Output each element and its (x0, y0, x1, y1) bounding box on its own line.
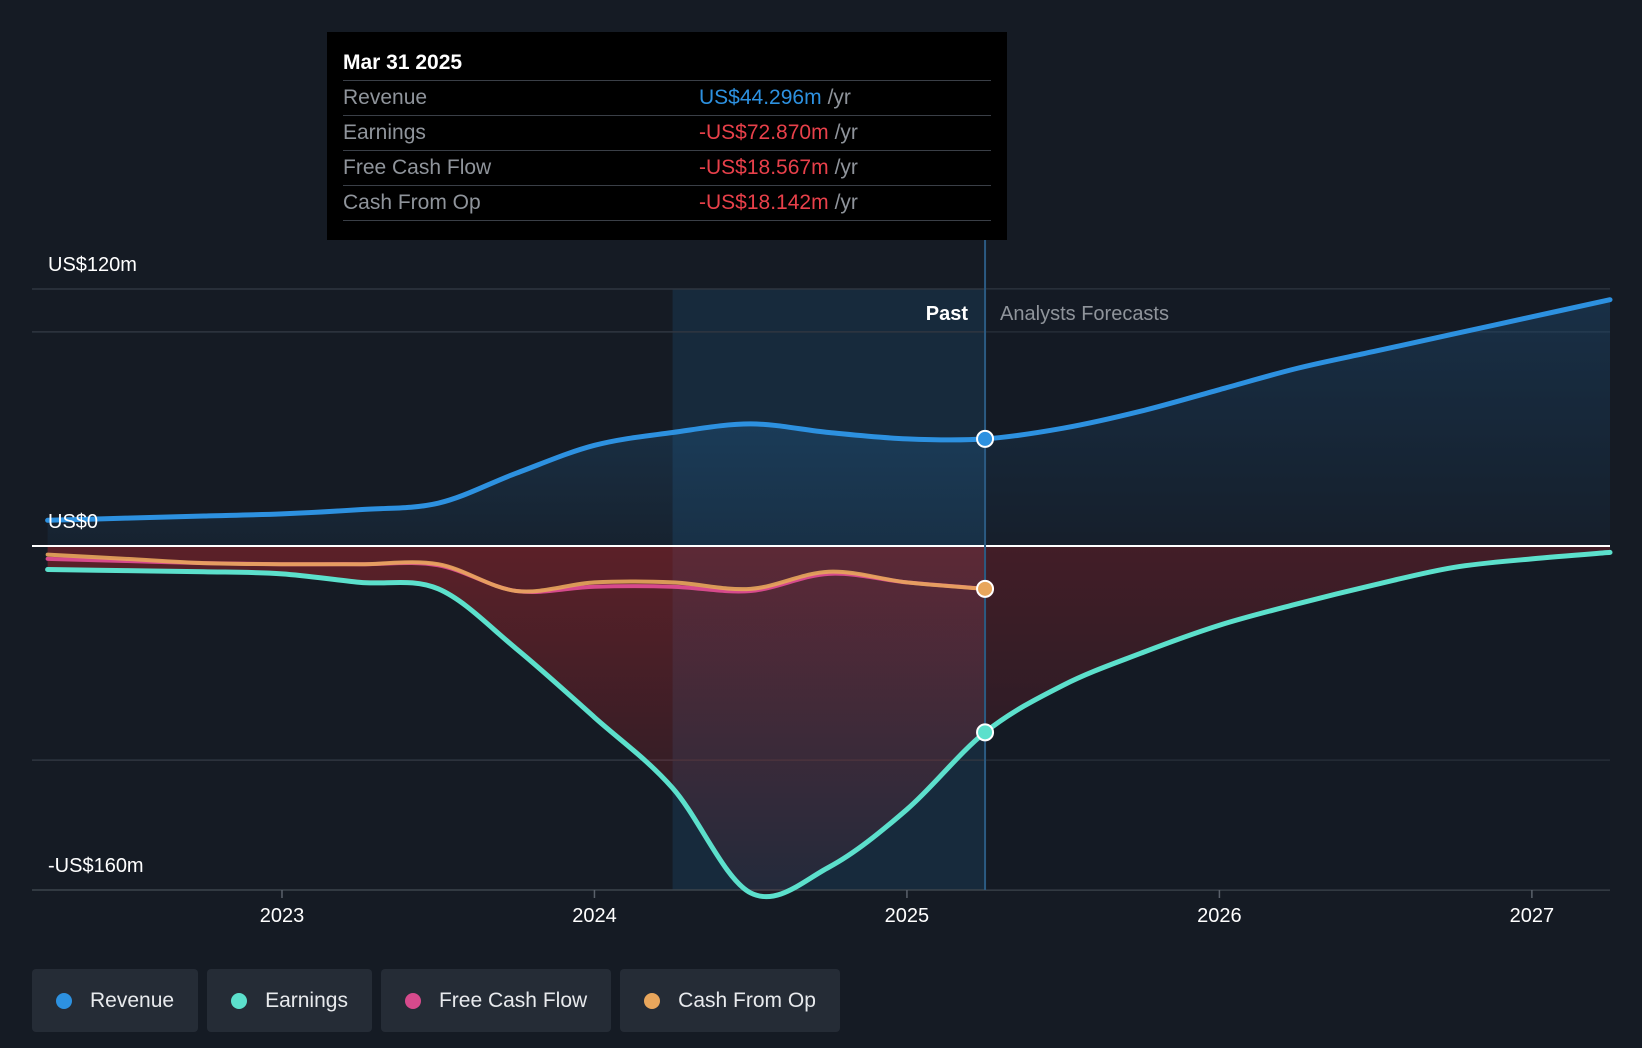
legend-dot-icon (56, 992, 72, 1009)
x-tick-label: 2027 (1510, 905, 1555, 927)
x-tick-label: 2026 (1197, 905, 1242, 927)
tooltip-unit: /yr (834, 121, 858, 144)
legend-label: Earnings (265, 988, 348, 1012)
earnings-line (45, 549, 1613, 900)
tooltip-label: Cash From Op (343, 191, 481, 214)
tooltip-value: -US$18.567m (699, 156, 829, 179)
cash-from-op-marker (976, 579, 995, 598)
legend-label: Revenue (90, 988, 175, 1012)
tooltip-value: US$44.296m (699, 86, 822, 109)
legend-item-earnings[interactable]: Earnings (207, 969, 372, 1032)
legend-item-free-cash-flow[interactable]: Free Cash Flow (380, 969, 612, 1032)
x-tick-label: 2025 (885, 905, 930, 927)
tooltip-value: -US$72.870m (699, 121, 829, 144)
cash-from-op-line (45, 552, 988, 594)
tooltip-label: Free Cash Flow (343, 156, 492, 179)
tooltip-value: -US$18.142m (699, 191, 829, 214)
legend-dot-icon (404, 992, 421, 1009)
tooltip-row-cash-from-op: Cash From Op -US$18.142m /yr (343, 185, 991, 221)
y-tick-label: -US$160m (48, 855, 144, 877)
legend: Revenue Earnings Free Cash Flow Cash Fro… (32, 969, 840, 1032)
tooltip-unit: /yr (834, 191, 858, 214)
tooltip-row-free-cash-flow: Free Cash Flow -US$18.567m /yr (343, 150, 991, 185)
legend-dot-icon (231, 992, 248, 1009)
past-label: Past (926, 303, 969, 325)
legend-item-revenue[interactable]: Revenue (32, 969, 199, 1032)
tooltip-unit: /yr (834, 156, 858, 179)
revenue-area (47, 299, 1610, 546)
legend-label: Cash From Op (678, 988, 816, 1012)
forecast-dim (985, 289, 1610, 890)
x-tick-label: 2024 (572, 905, 617, 927)
tooltip-unit: /yr (827, 86, 851, 109)
revenue-marker (976, 429, 995, 448)
tooltip-label: Revenue (343, 86, 428, 109)
y-tick-label: US$0 (48, 511, 98, 533)
tooltip-date: Mar 31 2025 (343, 51, 463, 74)
y-tick-label: US$120m (48, 254, 137, 276)
tooltip: Mar 31 2025 Revenue US$44.296m /yr Earni… (327, 32, 1007, 240)
legend-dot-icon (644, 992, 661, 1009)
legend-label: Free Cash Flow (438, 988, 588, 1012)
tooltip-row-earnings: Earnings -US$72.870m /yr (343, 115, 991, 150)
tooltip-row-revenue: Revenue US$44.296m /yr (343, 80, 991, 115)
legend-item-cash-from-op[interactable]: Cash From Op (620, 969, 840, 1032)
earnings-area (47, 546, 1610, 897)
revenue-line (45, 297, 1613, 523)
earnings-marker (976, 723, 995, 742)
forecast-label: Analysts Forecasts (1000, 303, 1169, 325)
tooltip-label: Earnings (343, 121, 426, 144)
x-tick-label: 2023 (260, 905, 305, 927)
